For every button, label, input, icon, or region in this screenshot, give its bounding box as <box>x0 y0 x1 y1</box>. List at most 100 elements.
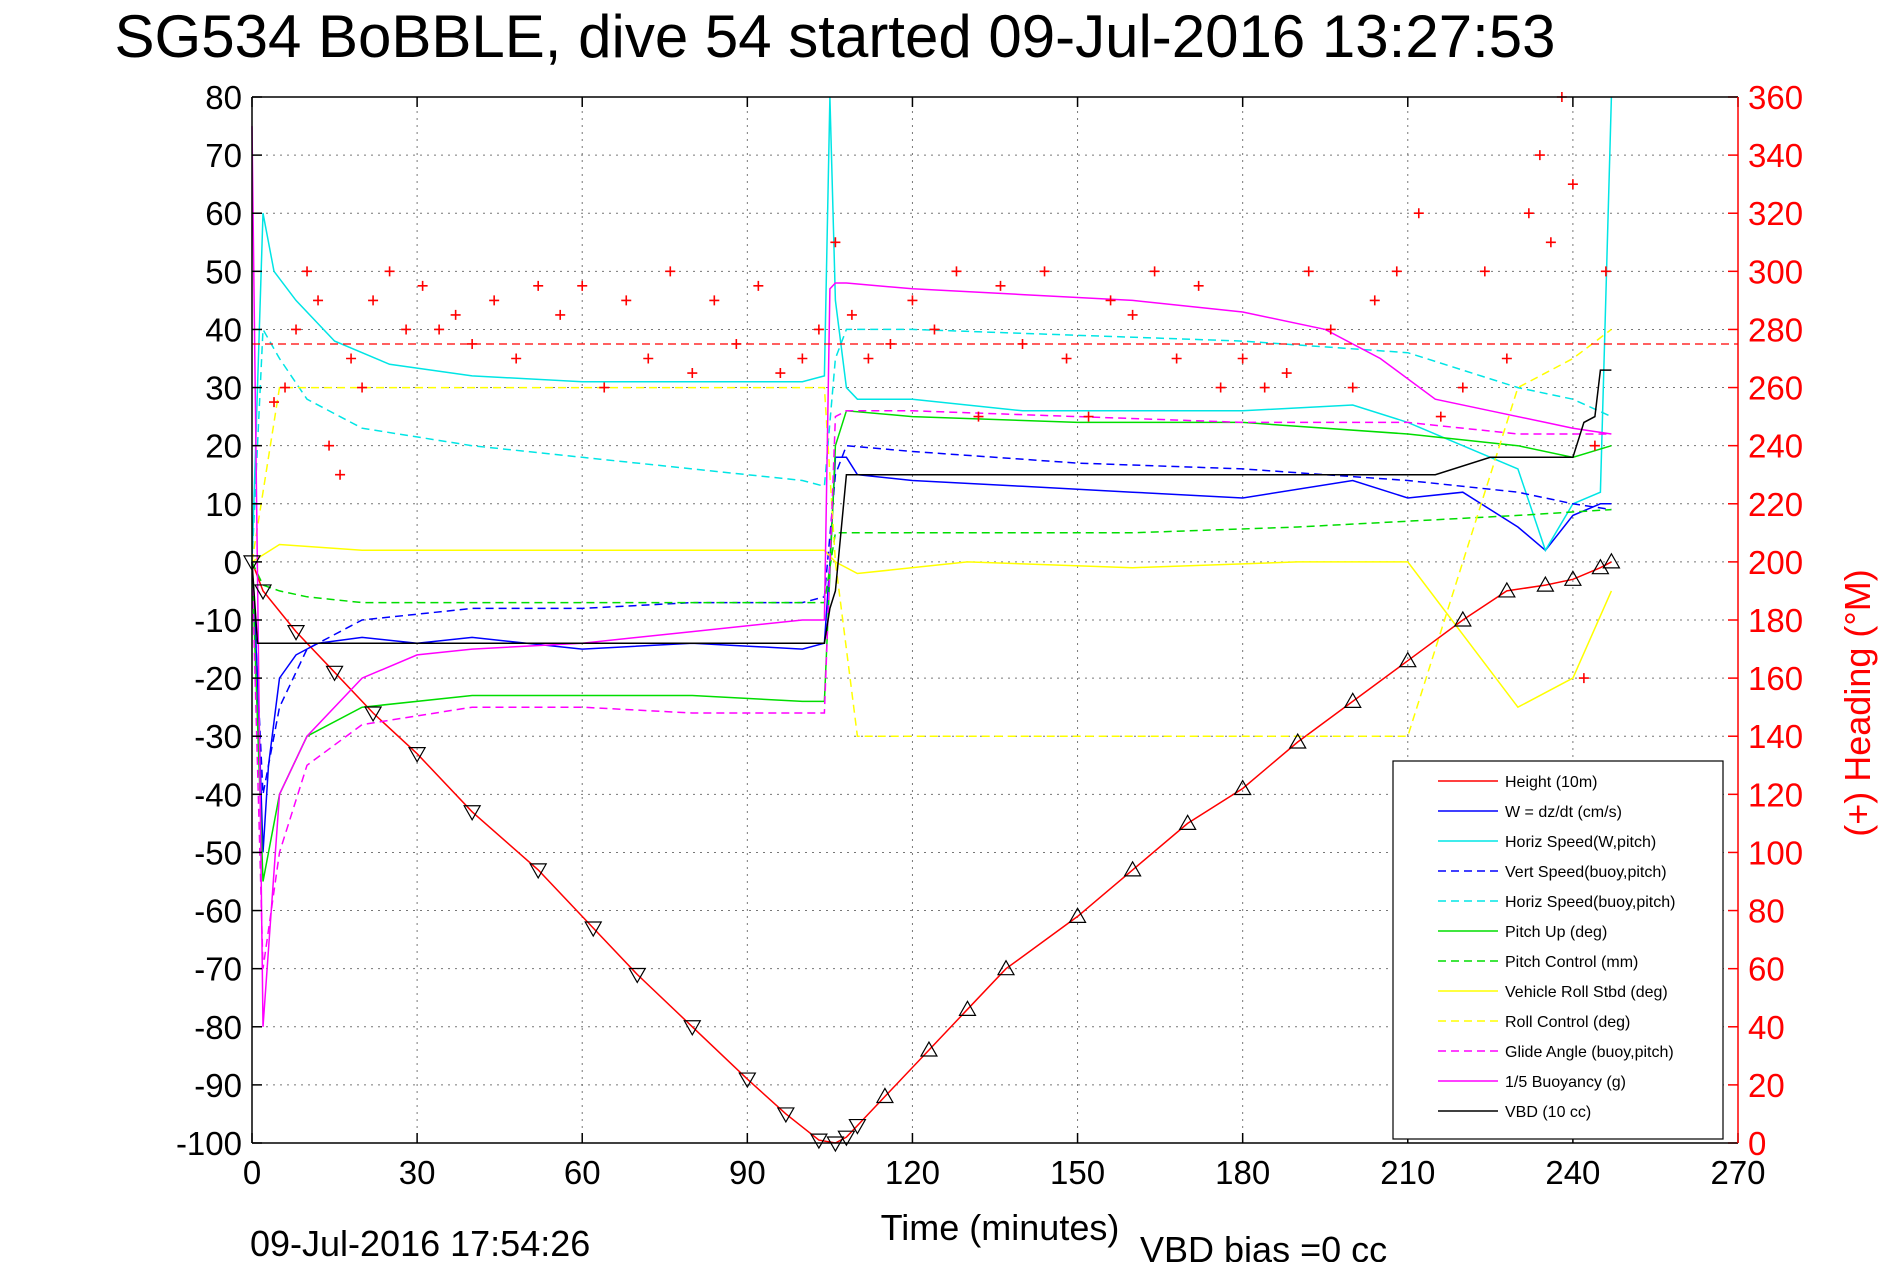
depth-marker <box>837 1130 856 1147</box>
y-tick-label: 30 <box>205 370 242 407</box>
depth-marker <box>958 1000 977 1016</box>
series-line <box>251 328 1612 737</box>
heading-point <box>1303 266 1314 277</box>
x-tick-label: 60 <box>564 1154 601 1191</box>
footer-date: 09-Jul-2016 17:54:26 <box>250 1223 590 1262</box>
depth-marker <box>463 805 482 821</box>
heading-point <box>813 324 824 335</box>
y-tick-label: -40 <box>194 776 242 813</box>
series-line <box>251 543 1613 709</box>
y-tick-label: 50 <box>205 253 242 290</box>
depth-marker <box>1178 814 1197 830</box>
y-right-tick-label: 300 <box>1748 253 1803 290</box>
heading-point <box>599 382 610 393</box>
heading-point <box>1061 353 1072 364</box>
heading-point <box>467 338 478 349</box>
y-right-tick-label: 80 <box>1748 893 1785 930</box>
y-right-tick-label: 220 <box>1748 486 1803 523</box>
heading-point <box>885 338 896 349</box>
y-right-tick-label: 260 <box>1748 370 1803 407</box>
depth-marker <box>253 584 273 601</box>
heading-point <box>797 353 808 364</box>
heading-point <box>1391 266 1402 277</box>
heading-point <box>1259 382 1270 393</box>
y-tick-label: -30 <box>194 718 242 755</box>
footer-vbd-bias: VBD bias =0 cc <box>1140 1229 1387 1262</box>
y-tick-label: 60 <box>205 195 242 232</box>
heading-point <box>1369 295 1380 306</box>
y-tick-label: -50 <box>194 834 242 871</box>
depth-marker <box>875 1087 894 1104</box>
heading-point <box>1105 295 1116 306</box>
x-tick-label: 120 <box>885 1154 940 1191</box>
x-tick-label: 180 <box>1215 1154 1270 1191</box>
series-line <box>251 561 1612 1144</box>
y-tick-label: 20 <box>205 428 242 465</box>
heading-point <box>1567 179 1578 190</box>
heading-point <box>1193 280 1204 291</box>
y-right-tick-label: 120 <box>1748 776 1803 813</box>
y-tick-label: -60 <box>194 893 242 930</box>
y-right-tick-label: 280 <box>1748 311 1803 348</box>
y-tick-label: 40 <box>205 311 242 348</box>
heading-point <box>687 368 698 379</box>
y-right-tick-label: 20 <box>1748 1067 1785 1104</box>
depth-marker <box>1453 610 1472 627</box>
depth-marker <box>1123 860 1142 877</box>
y-right-tick-label: 180 <box>1748 602 1803 639</box>
y-tick-label: 80 <box>205 79 242 116</box>
depth-marker <box>1288 732 1307 749</box>
heading-point <box>533 280 544 291</box>
depth-marker <box>584 921 603 938</box>
y-tick-label: -20 <box>194 660 242 697</box>
heading-point <box>1347 382 1358 393</box>
heading-point <box>1127 309 1138 320</box>
heading-point <box>846 309 857 320</box>
y-right-tick-label: 100 <box>1748 834 1803 871</box>
heading-point <box>1281 368 1292 379</box>
heading-point <box>384 266 395 277</box>
y-right-tick-label: 360 <box>1748 79 1803 116</box>
heading-point <box>417 280 428 291</box>
x-tick-label: 30 <box>399 1154 436 1191</box>
heading-point <box>973 411 984 422</box>
depth-marker <box>1398 651 1417 668</box>
legend-label: Vert Speed(buoy,pitch) <box>1505 864 1667 881</box>
y-tick-label: -10 <box>194 602 242 639</box>
y-right-tick-labels: 3603403203002802602402202001801601401201… <box>1748 79 1803 1162</box>
series-line <box>251 326 1612 562</box>
heading-point <box>830 237 841 248</box>
depth-marker <box>1233 779 1252 796</box>
heading-point <box>929 324 940 335</box>
depth-marker <box>1343 692 1362 708</box>
legend-label: Vehicle Roll Stbd (deg) <box>1505 984 1668 1001</box>
heading-point <box>775 368 786 379</box>
heading-point <box>1545 237 1556 248</box>
y-right-tick-label: 0 <box>1748 1125 1766 1162</box>
legend-label: Height (10m) <box>1505 774 1597 791</box>
y-right-tick-label: 240 <box>1748 428 1803 465</box>
heading-point <box>1435 411 1446 422</box>
heading-point <box>302 266 313 277</box>
heading-point <box>1237 353 1248 364</box>
y-right-tick-label: 140 <box>1748 718 1803 755</box>
axes <box>251 96 1739 1144</box>
legend-label: 1/5 Buoyancy (g) <box>1505 1074 1626 1091</box>
depth-marker <box>776 1107 795 1124</box>
depth-marker <box>529 863 548 880</box>
legend-label: Glide Angle (buoy,pitch) <box>1505 1044 1674 1061</box>
heading-point <box>1523 208 1534 219</box>
heading-point <box>1534 150 1545 161</box>
legend-label: Pitch Up (deg) <box>1505 924 1607 941</box>
heading-point <box>951 266 962 277</box>
y-right-tick-label: 60 <box>1748 951 1785 988</box>
heading-point <box>709 295 720 306</box>
series-line <box>251 96 1613 562</box>
series-line <box>251 126 1612 1027</box>
heading-series <box>252 92 1738 684</box>
series-line <box>251 369 1612 644</box>
depth-marker <box>325 665 344 682</box>
x-tick-label: 150 <box>1050 1154 1105 1191</box>
heading-point <box>313 295 324 306</box>
heading-point <box>1215 382 1226 393</box>
